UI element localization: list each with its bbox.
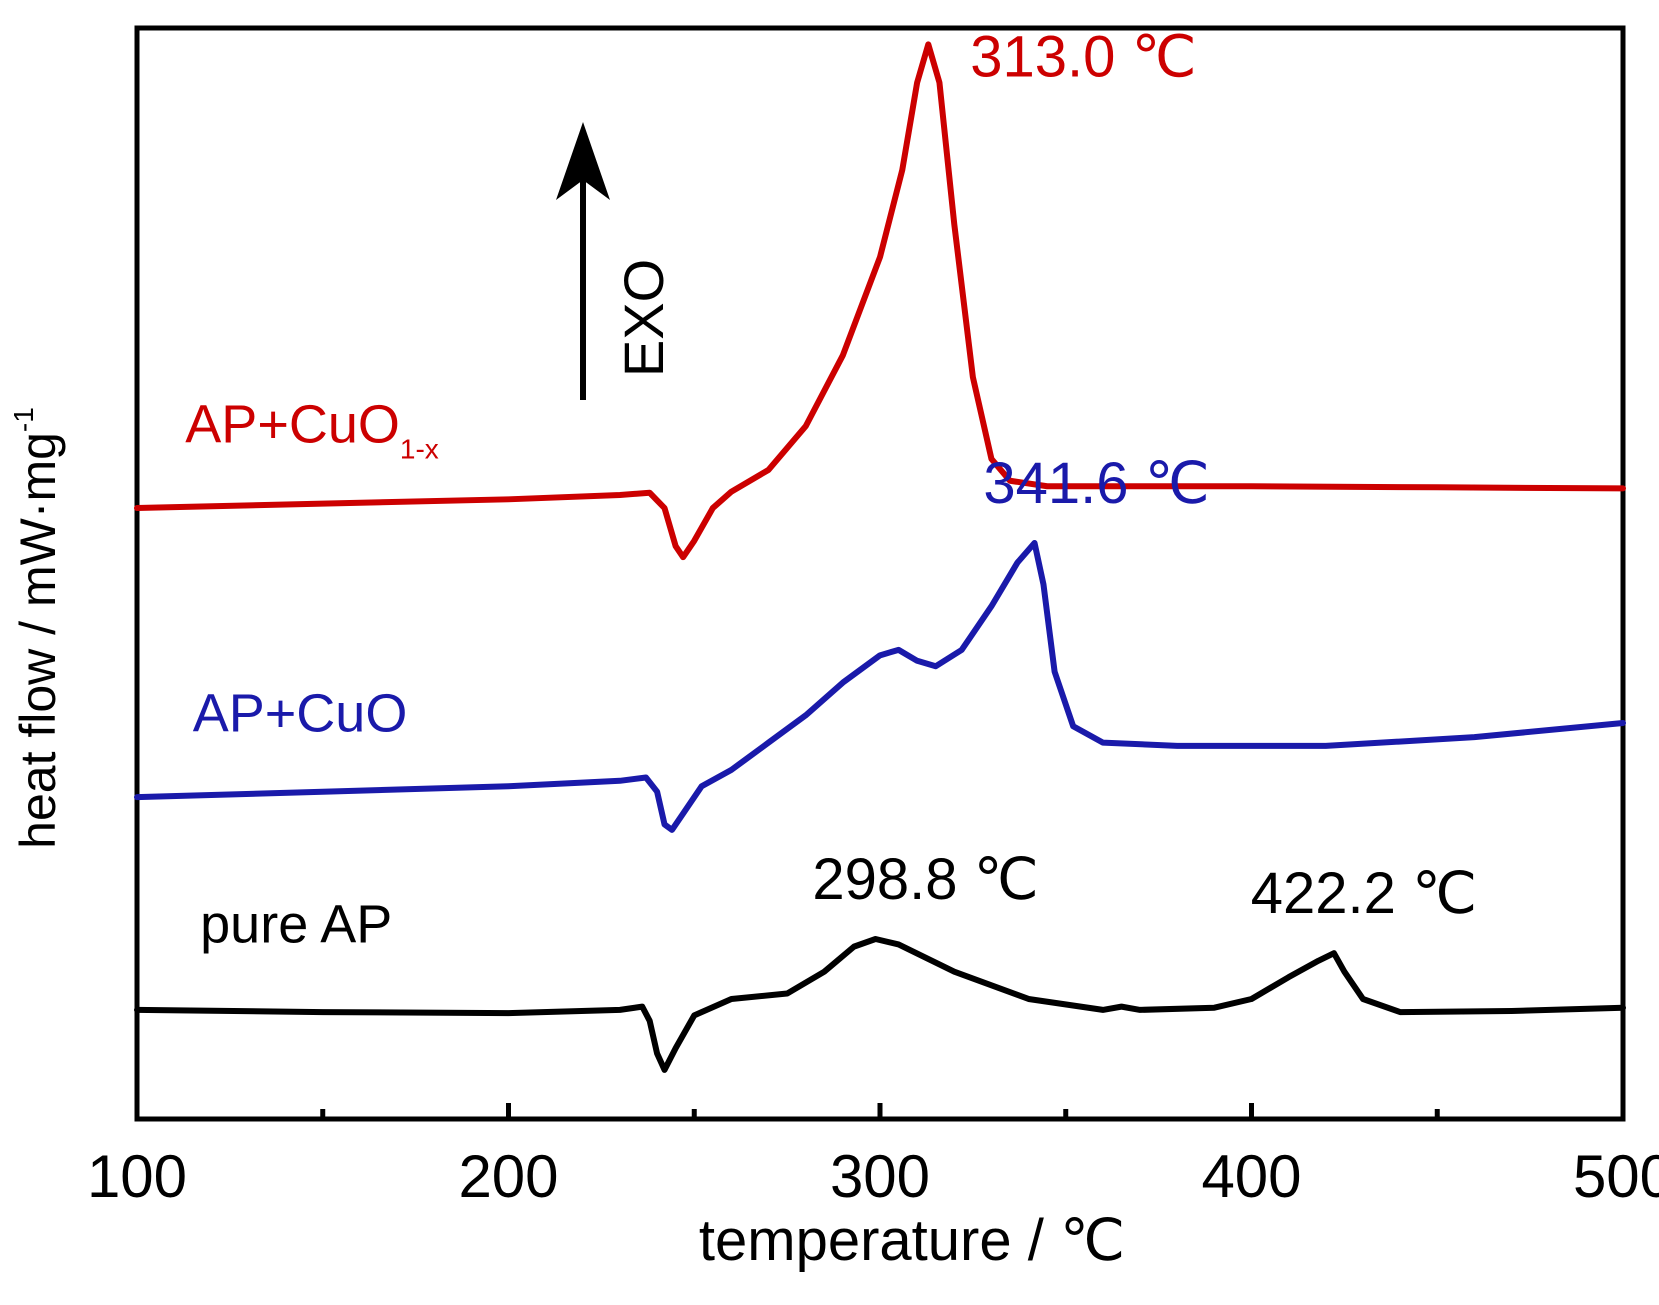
series-line-1: [134, 539, 1626, 833]
series-label-1: AP+CuO: [193, 684, 408, 744]
y-axis-title: heat flow / mW·mg-1: [8, 407, 66, 849]
svg-text:heat flow / mW·mg-1: heat flow / mW·mg-1: [8, 407, 66, 849]
peak-label: 422.2 ℃: [1251, 861, 1477, 926]
exo-label: EXO: [612, 259, 675, 377]
series-label-0: AP+CuO1-x: [185, 395, 439, 465]
series-line-0: [134, 41, 1626, 561]
x-tick-label: 400: [1201, 1143, 1301, 1210]
series-line-2: [134, 935, 1626, 1073]
x-tick-label: 500: [1573, 1143, 1659, 1210]
series-label-2: pure AP: [200, 894, 392, 954]
peak-label: 298.8 ℃: [812, 847, 1038, 912]
annotation-layer: AP+CuO1-x 313.0 ℃ AP+CuO 341.6 ℃ pure AP 298.…: [185, 24, 1477, 954]
x-tick-label: 200: [458, 1143, 558, 1210]
x-tick-label: 300: [830, 1143, 930, 1210]
plot-frame: [134, 25, 1626, 1122]
x-axis-ticks: 100 200 300 400 500: [87, 1103, 1659, 1210]
peak-label: 313.0 ℃: [970, 24, 1196, 89]
y-axis-title-text: heat flow / mW·mg: [10, 432, 66, 849]
y-axis-title-superscript: -1: [8, 407, 39, 432]
series-layer: [134, 41, 1626, 1073]
exo-arrow: [556, 122, 610, 400]
peak-label: 341.6 ℃: [983, 451, 1209, 516]
x-axis-title: temperature / ℃: [699, 1208, 1125, 1273]
x-tick-label: 100: [87, 1143, 187, 1210]
